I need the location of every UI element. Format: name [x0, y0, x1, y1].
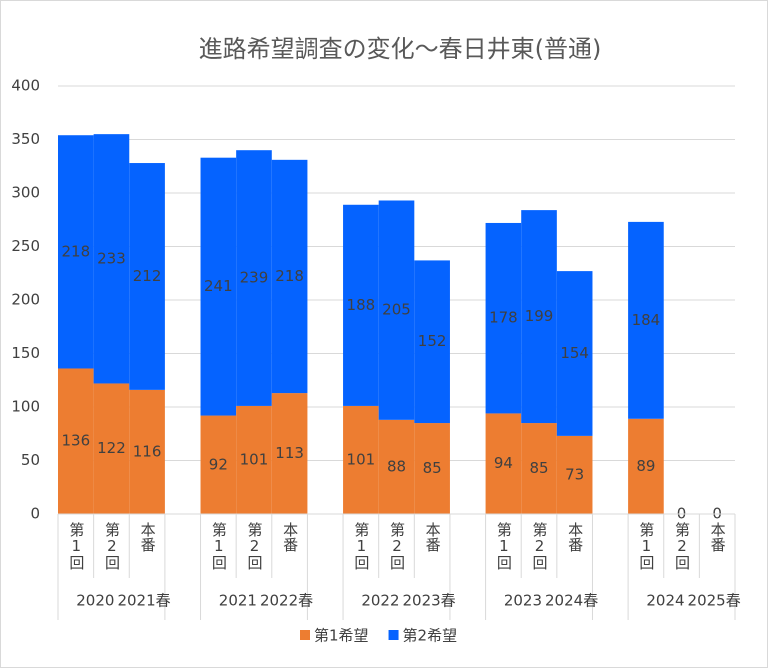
- legend-label: 第1希望: [314, 627, 369, 645]
- data-label: 205: [382, 301, 411, 319]
- legend-label: 第2希望: [403, 627, 458, 645]
- bar-segment: [93, 383, 130, 514]
- bar-segment: [200, 157, 237, 416]
- group-label: 2023春: [403, 592, 456, 610]
- bar-segment: [628, 418, 664, 514]
- bar-segment: [129, 389, 165, 514]
- x-tick-label: 第2回: [103, 521, 121, 570]
- y-tick-label: 150: [11, 344, 40, 362]
- bar-segment: [378, 419, 415, 514]
- x-tick-label: 本番: [709, 522, 727, 552]
- data-label: 85: [529, 459, 548, 477]
- bar-segment: [556, 435, 593, 514]
- bar-segment: [378, 200, 415, 420]
- y-tick-label: 50: [21, 451, 40, 469]
- group-label: 2021春: [117, 592, 170, 610]
- bar-segment: [271, 159, 308, 394]
- data-label: 94: [494, 454, 513, 472]
- y-tick-label: 0: [30, 505, 40, 523]
- group-label: 2025春: [688, 592, 741, 610]
- x-tick-label: 第1回: [67, 521, 85, 570]
- y-tick-label: 400: [11, 77, 40, 95]
- group-label: 2020: [76, 592, 114, 610]
- x-tick-label: 第1回: [210, 521, 228, 570]
- x-tick-label: 第2回: [531, 521, 549, 570]
- data-label: 239: [240, 269, 269, 287]
- legend-swatch: [388, 630, 399, 640]
- bar-segment: [521, 423, 557, 514]
- bar-segment: [556, 271, 593, 436]
- group-label: 2024: [646, 592, 684, 610]
- bar-segment: [200, 415, 237, 514]
- data-label: 152: [418, 332, 447, 350]
- chart-title: 進路希望調査の変化～春日井東(普通): [199, 35, 602, 63]
- bar-segment: [58, 368, 94, 514]
- y-tick-label: 350: [11, 130, 40, 148]
- data-label: 212: [133, 267, 162, 285]
- data-label: 218: [275, 267, 304, 285]
- group-label: 2022: [361, 592, 399, 610]
- data-label: 92: [209, 455, 228, 473]
- bar-segment: [628, 221, 664, 419]
- bar-segment: [129, 163, 165, 390]
- group-label: 2022春: [260, 592, 313, 610]
- group-label: 2023: [504, 592, 542, 610]
- bar-segment: [343, 204, 379, 406]
- data-label: 178: [489, 309, 518, 327]
- bar-segment: [521, 210, 557, 424]
- data-label: 89: [636, 457, 655, 475]
- bar-segment: [414, 260, 450, 424]
- data-label: 154: [560, 344, 589, 362]
- x-tick-label: 本番: [424, 522, 442, 552]
- data-label: 101: [240, 450, 269, 468]
- x-tick-label: 第2回: [388, 521, 406, 570]
- y-tick-label: 100: [11, 398, 40, 416]
- bar-segment: [485, 222, 522, 414]
- data-label: 199: [525, 307, 554, 325]
- bar-segment: [236, 405, 272, 514]
- bar-segment: [58, 135, 94, 369]
- bar-segment: [414, 423, 450, 514]
- data-label: 184: [632, 311, 661, 329]
- data-label: 233: [97, 249, 126, 267]
- x-tick-label: 第1回: [495, 521, 513, 570]
- legend-swatch: [300, 630, 310, 640]
- data-label: 101: [347, 450, 376, 468]
- x-tick-label: 第1回: [637, 521, 655, 570]
- data-label: 241: [204, 277, 233, 295]
- bar-segment: [271, 393, 308, 514]
- group-label: 2024春: [545, 592, 598, 610]
- x-tick-label: 第1回: [352, 521, 370, 570]
- data-label: 218: [61, 242, 90, 260]
- bar-segment: [485, 413, 522, 514]
- y-tick-label: 250: [11, 237, 40, 255]
- data-label: 116: [133, 442, 162, 460]
- group-label: 2021: [219, 592, 257, 610]
- x-tick-label: 本番: [139, 522, 157, 552]
- data-label: 188: [347, 296, 376, 314]
- data-label: 122: [97, 439, 126, 457]
- x-tick-label: 第2回: [673, 521, 691, 570]
- data-label: 88: [387, 457, 406, 475]
- x-tick-label: 本番: [281, 522, 299, 552]
- y-tick-label: 300: [11, 184, 40, 202]
- x-tick-label: 本番: [566, 522, 584, 552]
- data-label: 113: [275, 444, 304, 462]
- bar-segment: [343, 405, 379, 514]
- y-tick-label: 200: [11, 291, 40, 309]
- data-label: 136: [61, 432, 90, 450]
- data-label: 73: [565, 465, 584, 483]
- bar-segment: [236, 150, 272, 406]
- data-label: 85: [423, 459, 442, 477]
- bar-segment: [93, 134, 130, 384]
- x-tick-label: 第2回: [245, 521, 263, 570]
